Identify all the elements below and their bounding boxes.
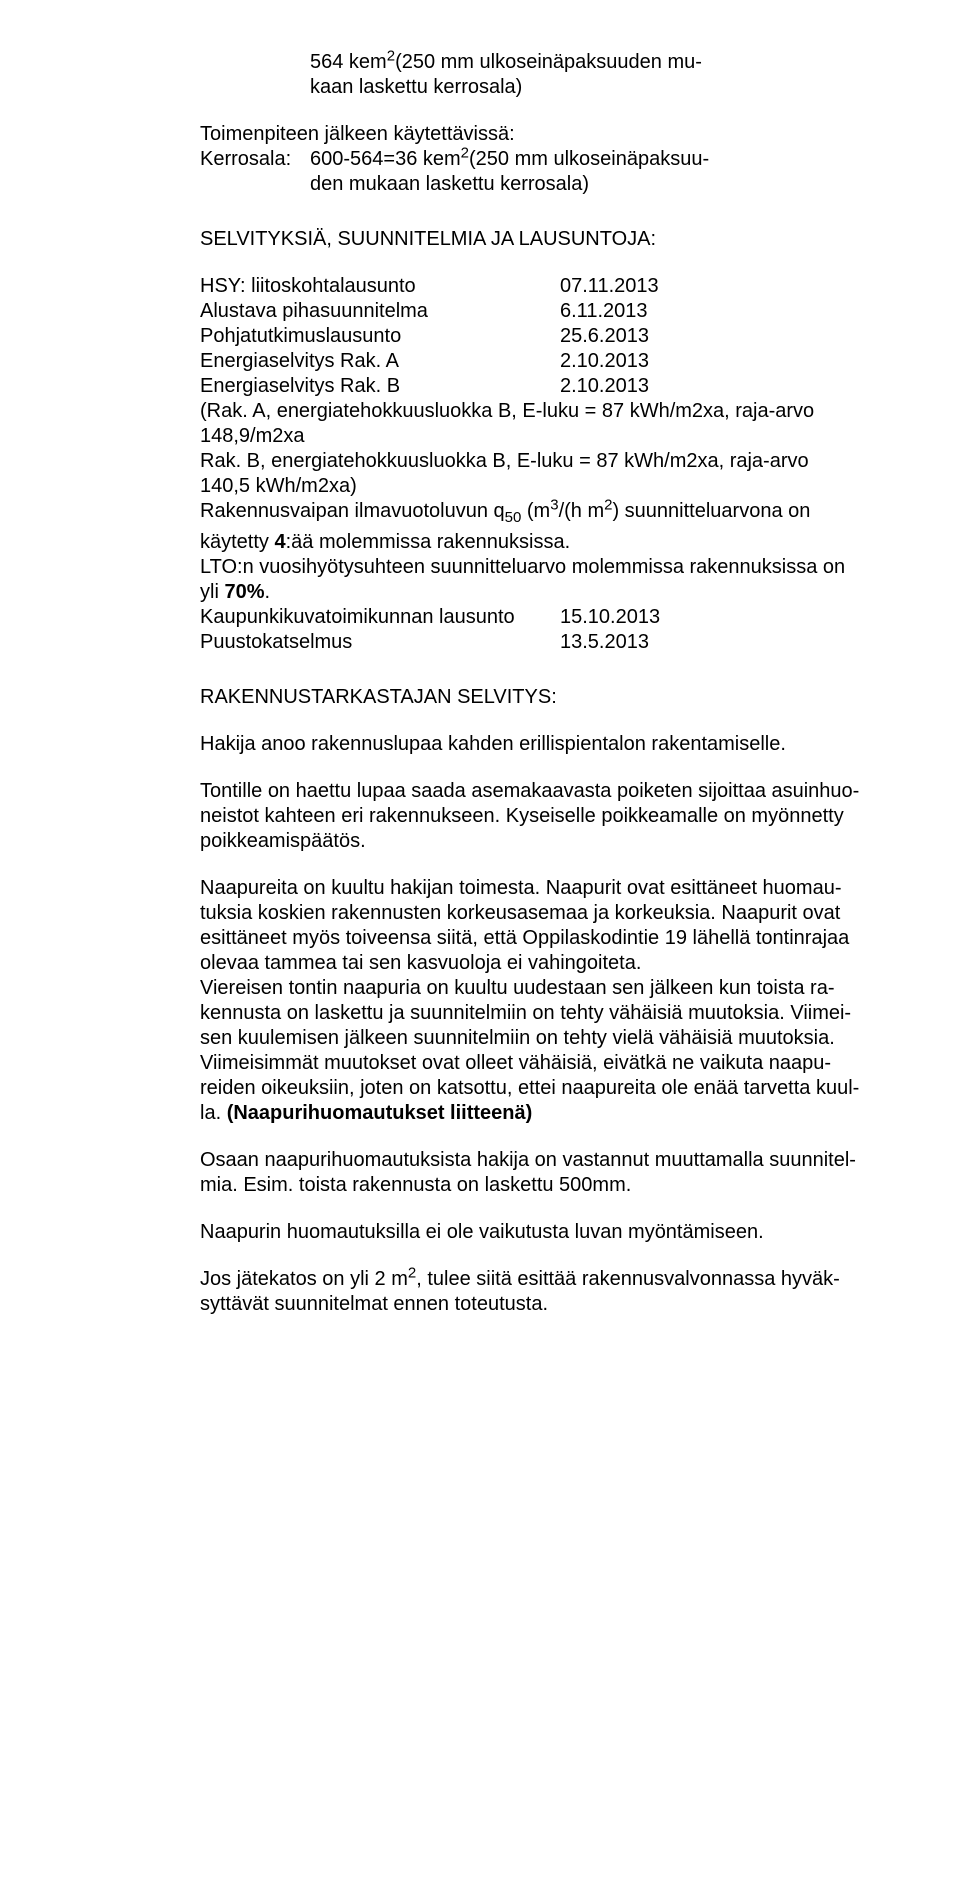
text-line: 564 kem2(250 mm ulkoseinäpaksuuden mu- bbox=[310, 50, 870, 75]
text: /(h m bbox=[559, 500, 605, 522]
text-line: sen kuulemisen jälkeen suunnitelmiin on … bbox=[200, 1026, 870, 1051]
data-row: Puustokatselmus 13.5.2013 bbox=[200, 630, 870, 655]
text: , tulee siitä esittää rakennusvalvonnass… bbox=[416, 1268, 840, 1290]
kerrosala-row: Kerrosala: 600-564=36 kem2(250 mm ulkose… bbox=[200, 147, 870, 197]
superscript: 3 bbox=[550, 496, 558, 513]
kerrosala-current: 564 kem2(250 mm ulkoseinäpaksuuden mu- k… bbox=[200, 50, 870, 100]
text: Jos jätekatos on yli 2 m bbox=[200, 1268, 408, 1290]
row-value: 07.11.2013 bbox=[560, 274, 870, 299]
row-label: Kerrosala: bbox=[200, 147, 310, 197]
data-row: Energiaselvitys Rak. A 2.10.2013 bbox=[200, 349, 870, 374]
row-label: Kaupunkikuvatoimikunnan lausunto bbox=[200, 605, 560, 630]
row-label: Pohjatutkimuslausunto bbox=[200, 324, 560, 349]
text-line: Rakennusvaipan ilmavuotoluvun q50 (m3/(h… bbox=[200, 499, 870, 524]
row-value: 15.10.2013 bbox=[560, 605, 870, 630]
text-line: kennusta on laskettu ja suunnitelmiin on… bbox=[200, 1001, 870, 1026]
heading-selvityksia: SELVITYKSIÄ, SUUNNITELMIA JA LAUSUNTOJA: bbox=[200, 227, 870, 252]
paragraph: Hakija anoo rakennuslupaa kahden erillis… bbox=[200, 732, 870, 757]
text: Rakennusvaipan ilmavuotoluvun q bbox=[200, 500, 505, 522]
text-line: käytetty 4:ää molemmissa rakennuksissa. bbox=[200, 530, 870, 555]
text-line: la. (Naapurihuomautukset liitteenä) bbox=[200, 1101, 870, 1126]
text-line: tuksia koskien rakennusten korkeusasemaa… bbox=[200, 901, 870, 926]
text-line: Jos jätekatos on yli 2 m2, tulee siitä e… bbox=[200, 1267, 870, 1292]
text: (250 mm ulkoseinäpaksuuden mu- bbox=[395, 51, 702, 73]
text-line: Viimeisimmät muutokset ovat olleet vähäi… bbox=[200, 1051, 870, 1076]
row-value: 25.6.2013 bbox=[560, 324, 870, 349]
row-label: Energiaselvitys Rak. A bbox=[200, 349, 560, 374]
superscript: 2 bbox=[461, 144, 469, 161]
data-row: HSY: liitoskohtalausunto 07.11.2013 bbox=[200, 274, 870, 299]
superscript: 2 bbox=[387, 47, 395, 64]
text-line: Osaan naapurihuomautuksista hakija on va… bbox=[200, 1148, 870, 1173]
text-line: 600-564=36 kem2(250 mm ulkoseinäpaksuu- bbox=[310, 147, 870, 172]
text-line: neistot kahteen eri rakennukseen. Kyseis… bbox=[200, 804, 870, 829]
text-line: yli 70%. bbox=[200, 580, 870, 605]
row-label: Puustokatselmus bbox=[200, 630, 560, 655]
text-line: LTO:n vuosihyötysuhteen suunnitteluarvo … bbox=[200, 555, 870, 580]
heading-toimenpiteen: Toimenpiteen jälkeen käytettävissä: bbox=[200, 122, 870, 147]
text-line: (Rak. A, energiatehokkuusluokka B, E-luk… bbox=[200, 399, 870, 424]
text: ) suunnitteluarvona on bbox=[612, 500, 810, 522]
text-line: poikkeamispäätös. bbox=[200, 829, 870, 854]
text: . bbox=[264, 581, 270, 603]
text: (250 mm ulkoseinäpaksuu- bbox=[469, 148, 709, 170]
row-value: 6.11.2013 bbox=[560, 299, 870, 324]
row-value: 600-564=36 kem2(250 mm ulkoseinäpaksuu- … bbox=[310, 147, 870, 197]
text: 564 kem bbox=[310, 51, 387, 73]
data-row: Alustava pihasuunnitelma 6.11.2013 bbox=[200, 299, 870, 324]
text: :ää molemmissa rakennuksissa. bbox=[286, 531, 571, 553]
text-line: Viereisen tontin naapuria on kuultu uude… bbox=[200, 976, 870, 1001]
text-line: Tontille on haettu lupaa saada asemakaav… bbox=[200, 779, 870, 804]
bold-text: (Naapurihuomautukset liitteenä) bbox=[227, 1102, 533, 1124]
data-row: Pohjatutkimuslausunto 25.6.2013 bbox=[200, 324, 870, 349]
text-line: den mukaan laskettu kerrosala) bbox=[310, 172, 870, 197]
text-line: Rak. B, energiatehokkuusluokka B, E-luku… bbox=[200, 449, 870, 474]
row-value: 2.10.2013 bbox=[560, 349, 870, 374]
bold-text: 70% bbox=[224, 581, 264, 603]
row-label: Alustava pihasuunnitelma bbox=[200, 299, 560, 324]
text-line: 140,5 kWh/m2xa) bbox=[200, 474, 870, 499]
data-row: Kaupunkikuvatoimikunnan lausunto 15.10.2… bbox=[200, 605, 870, 630]
row-label: Energiaselvitys Rak. B bbox=[200, 374, 560, 399]
text-line: reiden oikeuksiin, joten on katsottu, et… bbox=[200, 1076, 870, 1101]
text: käytetty bbox=[200, 531, 274, 553]
data-row: Energiaselvitys Rak. B 2.10.2013 bbox=[200, 374, 870, 399]
text: la. bbox=[200, 1102, 227, 1124]
text-line: 148,9/m2xa bbox=[200, 424, 870, 449]
text-line: mia. Esim. toista rakennusta on laskettu… bbox=[200, 1173, 870, 1198]
page: 564 kem2(250 mm ulkoseinäpaksuuden mu- k… bbox=[0, 0, 960, 1377]
row-value: 13.5.2013 bbox=[560, 630, 870, 655]
subscript: 50 bbox=[505, 509, 522, 526]
paragraph: Naapurin huomautuksilla ei ole vaikutust… bbox=[200, 1220, 870, 1245]
text-line: Naapureita on kuultu hakijan toimesta. N… bbox=[200, 876, 870, 901]
bold-text: 4 bbox=[274, 531, 285, 553]
text-line: syttävät suunnitelmat ennen toteutusta. bbox=[200, 1292, 870, 1317]
text-line: kaan laskettu kerrosala) bbox=[310, 75, 870, 100]
text: 600-564=36 kem bbox=[310, 148, 461, 170]
heading-rakennustarkastajan: RAKENNUSTARKASTAJAN SELVITYS: bbox=[200, 685, 870, 710]
superscript: 2 bbox=[408, 1264, 416, 1281]
text: yli bbox=[200, 581, 224, 603]
text-line: esittäneet myös toiveensa siitä, että Op… bbox=[200, 926, 870, 951]
text-line: olevaa tammea tai sen kasvuoloja ei vahi… bbox=[200, 951, 870, 976]
row-value: 2.10.2013 bbox=[560, 374, 870, 399]
text: (m bbox=[521, 500, 550, 522]
row-label: HSY: liitoskohtalausunto bbox=[200, 274, 560, 299]
